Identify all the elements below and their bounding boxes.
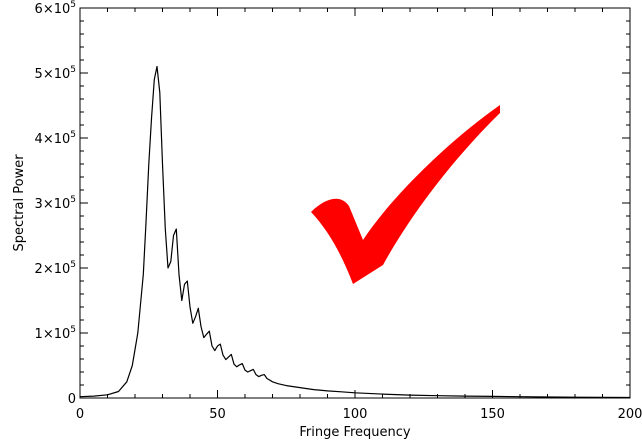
y-tick-label: 3×105 [35, 195, 76, 212]
y-tick-label: 4×105 [35, 130, 76, 147]
x-tick-label: 100 [343, 407, 368, 422]
plot-frame [79, 7, 631, 399]
y-tick-label: 1×105 [35, 325, 76, 342]
y-axis-title: Spectral Power [12, 154, 27, 252]
x-axis-title: Fringe Frequency [299, 425, 411, 440]
annotation-layer [311, 105, 500, 284]
y-tick-label: 6×105 [35, 0, 76, 17]
spectrum-line [79, 65, 631, 399]
y-axis-tick-labels: 0 1×105 2×105 3×105 4×105 5×105 6×105 [35, 0, 76, 407]
y-axis-ticks [80, 7, 630, 399]
series-layer [79, 65, 631, 399]
x-axis-tick-labels: 0 50 100 150 200 [76, 407, 642, 422]
y-tick-label: 0 [68, 392, 76, 407]
red-check-mark [311, 105, 500, 284]
y-tick-label: 5×105 [35, 65, 76, 82]
y-tick-label: 2×105 [35, 260, 76, 277]
x-tick-label: 200 [618, 407, 642, 422]
x-tick-label: 150 [480, 407, 505, 422]
x-axis-ticks [79, 8, 631, 398]
x-tick-label: 0 [76, 407, 84, 422]
plot-area [79, 7, 631, 399]
x-tick-label: 50 [209, 407, 226, 422]
